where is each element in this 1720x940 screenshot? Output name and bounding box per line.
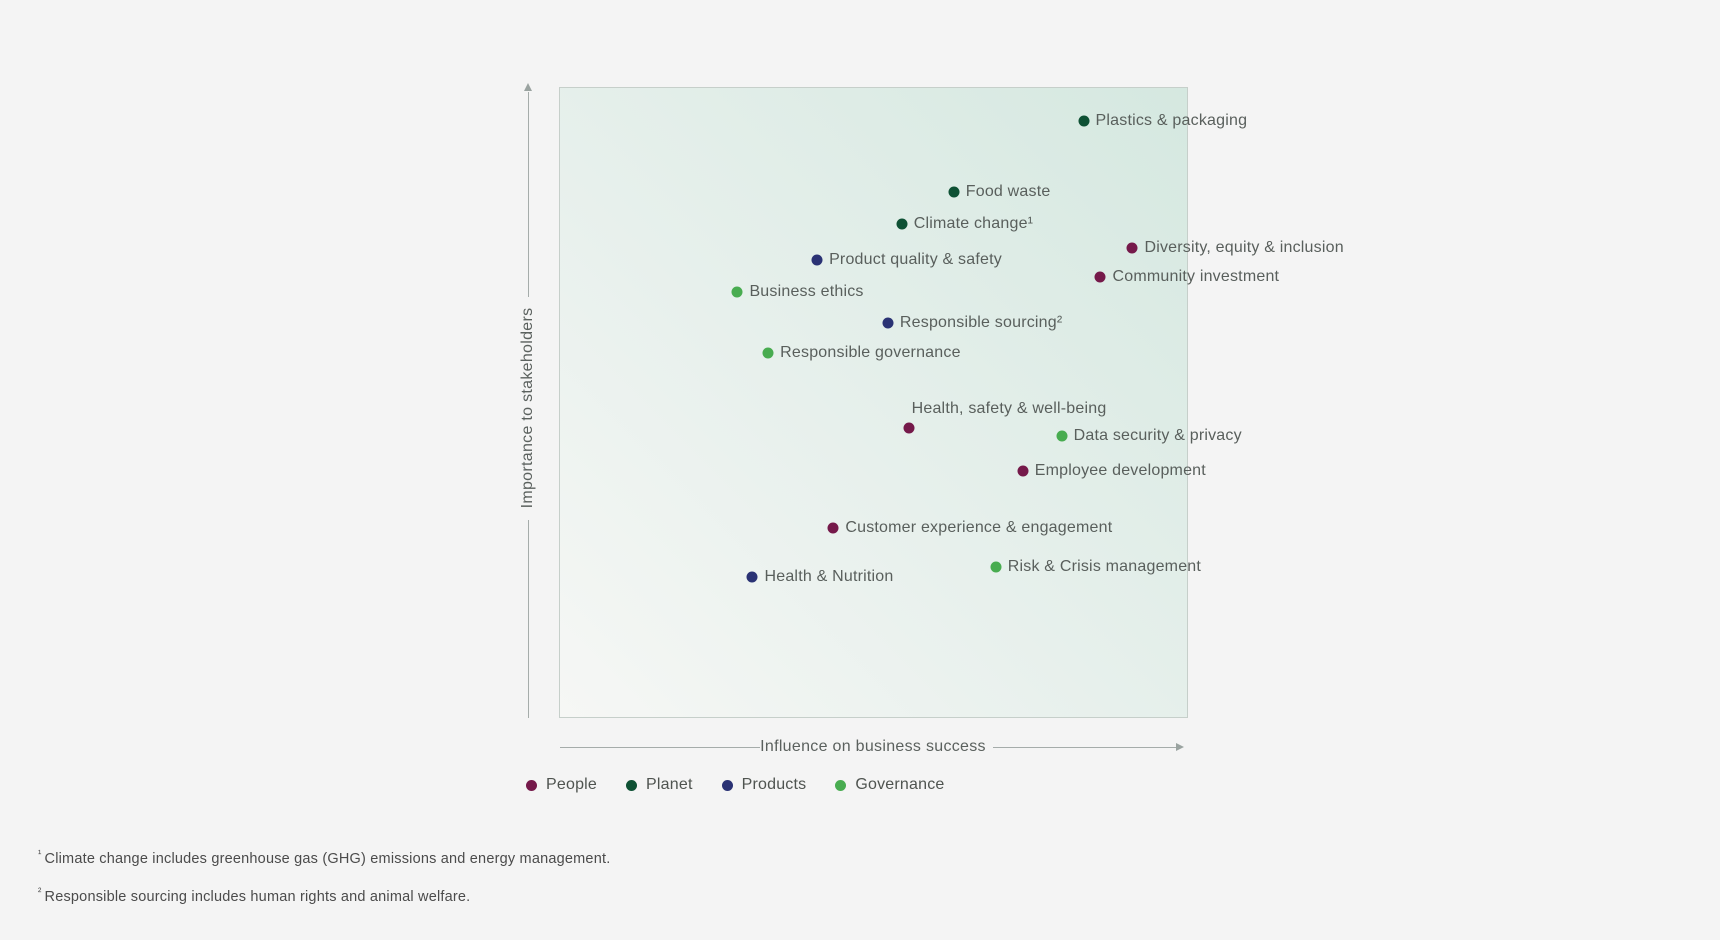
footnote-1-superscript: ¹	[38, 849, 42, 860]
people-dot	[827, 522, 839, 534]
point-label: Health, safety & well-being	[911, 399, 1107, 417]
governance-dot	[762, 347, 774, 359]
planet-legend-dot	[626, 779, 638, 791]
point-label: Climate change¹	[913, 215, 1034, 233]
planet-dot	[896, 218, 908, 230]
legend-label: Planet	[646, 776, 693, 793]
plot-area: Plastics & packaging Food waste Climate ch…	[559, 87, 1344, 718]
people-dot	[1017, 465, 1029, 477]
y-axis-line-upper	[527, 92, 529, 297]
legend: People Planet Products Governance	[526, 776, 945, 794]
point-label: Responsible sourcing²	[899, 314, 1063, 332]
people-dot	[1094, 271, 1106, 283]
point-label: Product quality & safety	[829, 250, 1002, 268]
governance-dot	[1056, 430, 1068, 442]
footnote-responsible-sourcing: ² Responsible sourcing includes human rig…	[38, 884, 610, 906]
footnote-1-text: Climate change includes greenhouse gas (…	[44, 850, 611, 867]
y-axis-line-lower	[527, 520, 529, 718]
point-label: Business ethics	[749, 283, 864, 301]
x-axis-arrow-icon	[1176, 742, 1184, 751]
legend-item-products: Products	[721, 776, 807, 794]
point-label: Diversity, equity & inclusion	[1144, 238, 1344, 256]
y-axis-arrow-icon	[523, 83, 532, 91]
footnote-climate-change: ¹ Climate change includes greenhouse gas …	[38, 846, 610, 868]
products-dot	[811, 254, 823, 266]
footnote-2-superscript: ²	[38, 886, 42, 898]
point-label: Customer experience & engagement	[845, 519, 1113, 537]
legend-item-people: People	[526, 776, 597, 794]
x-axis-line-right	[993, 746, 1176, 748]
legend-label: Products	[741, 776, 807, 793]
products-dot	[882, 317, 894, 329]
governance-dot	[990, 561, 1002, 573]
governance-dot	[731, 286, 743, 298]
legend-label: People	[546, 776, 598, 793]
point-label: Data security & privacy	[1073, 426, 1242, 444]
planet-dot	[1078, 115, 1090, 127]
planet-dot	[948, 186, 960, 198]
legend-label: Governance	[855, 776, 945, 793]
products-legend-dot	[721, 779, 733, 791]
point-label: Community investment	[1112, 268, 1280, 286]
people-dot	[1126, 242, 1138, 254]
people-legend-dot	[526, 779, 537, 791]
x-axis-label: Influence on business success	[760, 738, 986, 755]
point-label: Health & Nutrition	[764, 567, 894, 585]
products-dot	[746, 571, 758, 583]
footnotes: ¹ Climate change includes greenhouse gas …	[38, 846, 610, 922]
footnote-2-text: Responsible sourcing includes human righ…	[44, 888, 471, 905]
point-label: Food waste	[965, 182, 1051, 200]
people-dot	[903, 422, 915, 434]
governance-legend-dot	[835, 779, 847, 791]
point-label: Responsible governance	[780, 344, 961, 362]
y-axis-label: Importance to stakeholders	[519, 307, 536, 509]
point-label: Risk & Crisis management	[1007, 557, 1202, 575]
legend-item-governance: Governance	[835, 776, 944, 794]
point-label: Plastics & packaging	[1095, 111, 1248, 129]
x-axis-line-left	[560, 746, 760, 748]
legend-item-planet: Planet	[626, 776, 693, 794]
point-label: Employee development	[1034, 462, 1206, 480]
